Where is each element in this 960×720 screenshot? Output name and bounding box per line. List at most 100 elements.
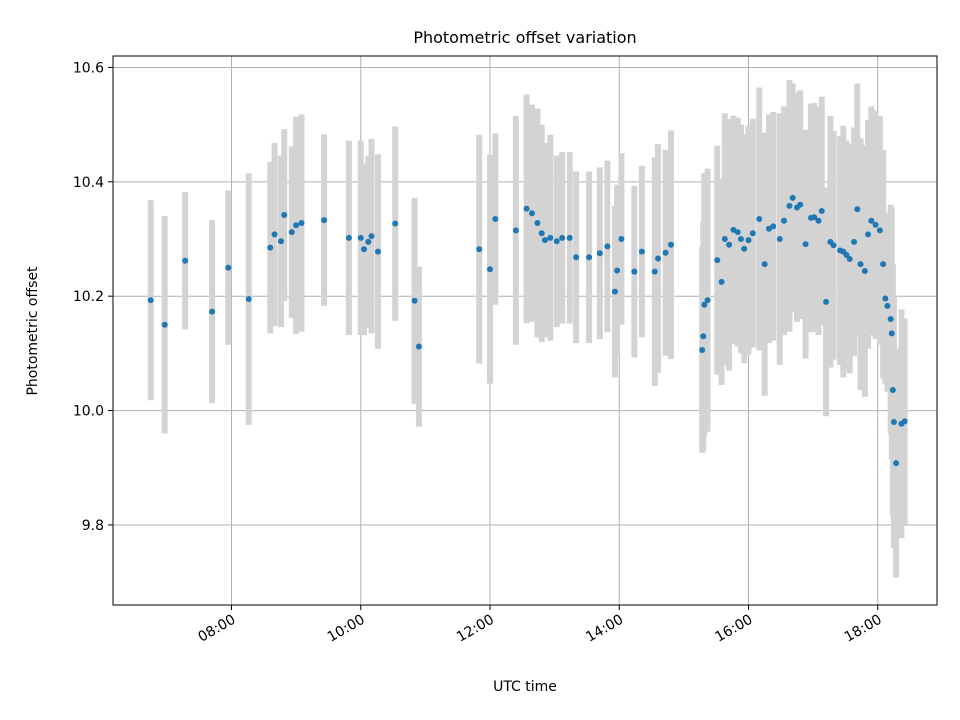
data-point bbox=[492, 215, 499, 222]
data-point bbox=[776, 236, 783, 242]
data-point bbox=[415, 343, 422, 350]
data-point bbox=[811, 214, 818, 221]
data-point bbox=[721, 236, 728, 242]
data-point bbox=[553, 238, 560, 245]
x-axis-label: UTC time bbox=[493, 679, 557, 695]
data-point bbox=[298, 219, 305, 226]
data-point bbox=[887, 316, 894, 323]
data-point bbox=[714, 257, 721, 264]
data-point bbox=[734, 229, 741, 236]
data-point bbox=[225, 264, 232, 271]
data-point bbox=[604, 243, 611, 250]
data-point bbox=[893, 460, 900, 467]
data-point bbox=[865, 231, 872, 238]
plot-frame bbox=[112, 55, 938, 606]
y-tick-label: 10.2 bbox=[73, 289, 104, 305]
data-point bbox=[596, 250, 603, 257]
data-point bbox=[737, 236, 744, 242]
data-point bbox=[699, 346, 706, 353]
data-point bbox=[288, 229, 295, 236]
data-point bbox=[486, 266, 493, 273]
data-point bbox=[888, 330, 895, 337]
data-point bbox=[321, 217, 328, 224]
data-point bbox=[374, 248, 381, 255]
data-point bbox=[882, 295, 889, 302]
data-point bbox=[749, 230, 756, 237]
data-point bbox=[851, 238, 858, 245]
data-point bbox=[872, 221, 879, 228]
data-point bbox=[745, 237, 752, 244]
data-point bbox=[884, 302, 891, 309]
data-point bbox=[611, 288, 618, 295]
data-point bbox=[147, 297, 154, 304]
data-point bbox=[161, 321, 168, 328]
data-point bbox=[392, 220, 399, 227]
data-point bbox=[586, 254, 593, 261]
data-point bbox=[815, 217, 822, 224]
data-point bbox=[267, 244, 274, 251]
data-point bbox=[357, 234, 364, 241]
data-point bbox=[756, 215, 763, 222]
data-point bbox=[704, 297, 711, 304]
data-point bbox=[631, 268, 638, 275]
data-point bbox=[541, 237, 548, 244]
data-point bbox=[830, 242, 837, 249]
data-point bbox=[667, 241, 674, 248]
data-point bbox=[559, 234, 566, 241]
data-point bbox=[345, 234, 352, 241]
data-point bbox=[662, 249, 669, 256]
data-point bbox=[281, 211, 288, 218]
data-point bbox=[538, 230, 545, 237]
data-point bbox=[741, 245, 748, 252]
data-point bbox=[718, 278, 725, 285]
data-point bbox=[861, 268, 868, 275]
data-point bbox=[786, 202, 793, 209]
data-point bbox=[781, 217, 788, 224]
data-point bbox=[534, 219, 541, 226]
data-point bbox=[761, 261, 768, 268]
y-tick-label: 10.0 bbox=[73, 404, 104, 420]
data-point bbox=[868, 217, 875, 224]
data-point bbox=[655, 255, 662, 262]
data-point bbox=[529, 210, 536, 217]
data-point bbox=[182, 257, 189, 264]
y-tick-label: 10.4 bbox=[73, 175, 104, 191]
data-point bbox=[523, 205, 530, 212]
data-point bbox=[889, 386, 896, 393]
data-point bbox=[854, 206, 861, 213]
data-point bbox=[890, 419, 897, 425]
data-point bbox=[566, 234, 573, 241]
data-point bbox=[638, 248, 645, 255]
data-point bbox=[802, 241, 809, 248]
data-point bbox=[547, 234, 554, 241]
data-point bbox=[901, 418, 908, 425]
data-point bbox=[651, 268, 658, 275]
data-point bbox=[770, 223, 777, 230]
data-point bbox=[700, 333, 707, 340]
data-point bbox=[512, 227, 519, 234]
data-point bbox=[876, 227, 883, 234]
y-tick-label: 10.6 bbox=[73, 60, 104, 76]
data-point bbox=[293, 222, 300, 229]
data-point bbox=[818, 207, 825, 214]
data-point bbox=[476, 246, 483, 253]
data-point bbox=[278, 238, 285, 245]
data-point bbox=[857, 261, 864, 268]
data-point bbox=[823, 298, 830, 305]
data-point bbox=[726, 241, 733, 248]
data-point bbox=[573, 254, 580, 261]
data-point bbox=[271, 231, 278, 238]
data-point bbox=[843, 252, 850, 259]
y-axis-label: Photometric offset bbox=[25, 266, 41, 396]
data-point bbox=[701, 301, 708, 308]
data-point bbox=[618, 236, 625, 242]
y-tick-label: 9.8 bbox=[82, 518, 104, 534]
data-point bbox=[365, 238, 372, 245]
data-point bbox=[789, 194, 796, 201]
data-point bbox=[360, 246, 367, 253]
data-points bbox=[147, 194, 908, 467]
data-point bbox=[614, 267, 621, 274]
data-point bbox=[368, 233, 375, 240]
data-point bbox=[245, 296, 252, 303]
